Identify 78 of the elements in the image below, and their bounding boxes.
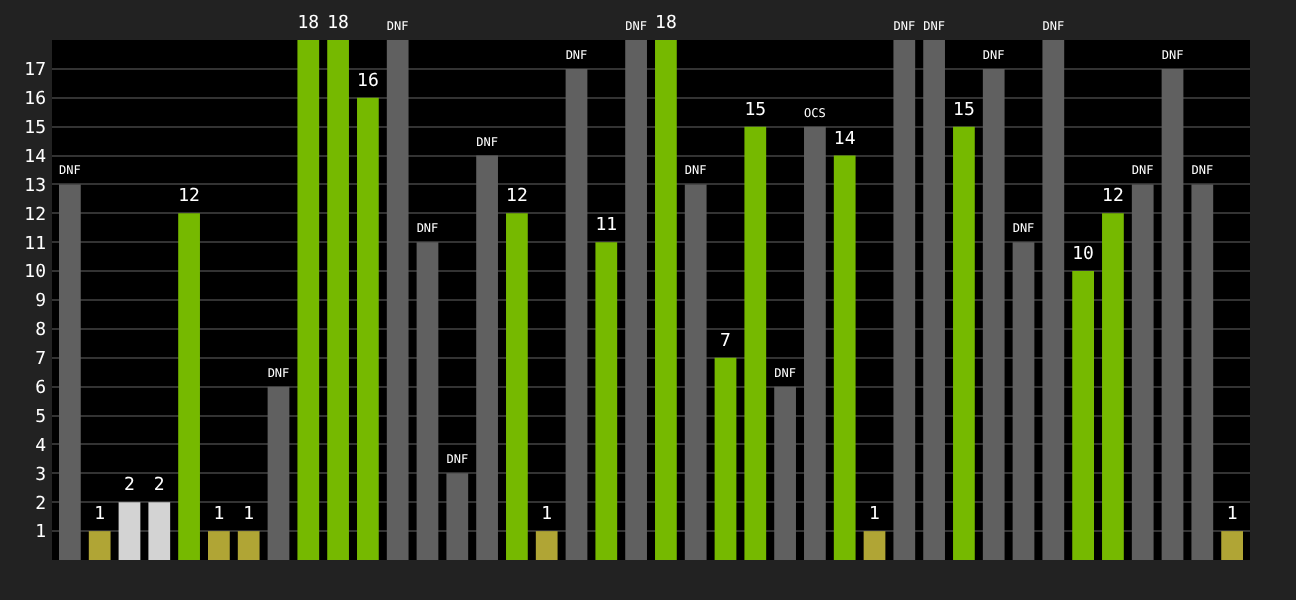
bar bbox=[565, 68, 588, 560]
bar bbox=[208, 531, 230, 560]
bar bbox=[237, 531, 260, 560]
bar bbox=[923, 40, 945, 560]
y-tick-label: 9 bbox=[35, 292, 46, 313]
bar bbox=[535, 531, 558, 560]
bar bbox=[1221, 531, 1243, 560]
bar bbox=[446, 473, 469, 560]
data-label: 16 bbox=[357, 71, 379, 92]
bar bbox=[297, 40, 320, 560]
bar bbox=[88, 531, 111, 560]
bar bbox=[1161, 68, 1184, 560]
y-tick-label: 2 bbox=[35, 494, 46, 515]
bar bbox=[982, 68, 1005, 560]
y-tick-label: 8 bbox=[35, 321, 46, 342]
bar bbox=[1102, 213, 1124, 560]
bar bbox=[953, 126, 975, 560]
bar bbox=[595, 242, 618, 560]
y-tick-label: 17 bbox=[24, 61, 46, 82]
bar bbox=[1072, 271, 1094, 560]
y-tick-label: 6 bbox=[35, 378, 46, 399]
bar bbox=[684, 184, 707, 560]
y-tick-label: 13 bbox=[24, 176, 46, 197]
data-label: 14 bbox=[833, 129, 856, 150]
bar bbox=[1012, 242, 1035, 560]
bar bbox=[744, 126, 767, 560]
bar bbox=[327, 40, 349, 560]
bar bbox=[386, 40, 409, 560]
data-label: 1 bbox=[94, 505, 106, 526]
y-tick-label: 14 bbox=[24, 147, 46, 168]
bar bbox=[1191, 184, 1214, 560]
bar bbox=[625, 40, 647, 560]
y-tick-label: 1 bbox=[35, 523, 46, 544]
y-tick-label: 15 bbox=[24, 118, 46, 139]
data-label: 12 bbox=[178, 187, 200, 208]
bar bbox=[476, 155, 498, 560]
bar bbox=[267, 386, 290, 560]
data-label: 1 bbox=[541, 505, 553, 526]
data-label: 11 bbox=[595, 216, 618, 237]
bar bbox=[714, 357, 737, 560]
data-label: 1 bbox=[243, 505, 255, 526]
bar bbox=[1131, 184, 1154, 560]
data-label: 1 bbox=[1226, 505, 1238, 526]
y-tick-label: 10 bbox=[24, 263, 46, 284]
bar bbox=[118, 502, 141, 560]
y-tick-label: 3 bbox=[35, 465, 46, 486]
bar bbox=[506, 213, 528, 560]
data-label: 18 bbox=[655, 14, 677, 34]
data-label: 12 bbox=[506, 187, 528, 208]
data-label: 1 bbox=[213, 505, 225, 526]
data-label: 1 bbox=[869, 505, 880, 526]
bar bbox=[804, 126, 826, 560]
y-tick-label: 4 bbox=[35, 436, 46, 457]
y-tick-label: 5 bbox=[35, 407, 46, 428]
data-label: 18 bbox=[327, 14, 349, 34]
data-label: 2 bbox=[153, 476, 165, 497]
data-label: 7 bbox=[720, 331, 731, 352]
bar bbox=[774, 386, 796, 560]
y-tick-label: 16 bbox=[24, 90, 46, 111]
bar bbox=[59, 184, 81, 560]
y-tick-label: 12 bbox=[24, 205, 46, 226]
y-tick-label: 7 bbox=[35, 350, 46, 371]
data-label: 12 bbox=[1102, 187, 1124, 208]
bar bbox=[1042, 40, 1065, 560]
bar bbox=[655, 40, 677, 560]
bar bbox=[178, 213, 200, 560]
bar bbox=[357, 97, 379, 560]
data-label: 2 bbox=[124, 476, 135, 497]
data-label: 18 bbox=[297, 14, 320, 34]
data-label: 10 bbox=[1072, 245, 1094, 266]
bar bbox=[833, 155, 856, 560]
bar bbox=[148, 502, 171, 560]
bar bbox=[416, 242, 439, 560]
data-label: 15 bbox=[953, 100, 975, 121]
y-tick-label: 11 bbox=[24, 234, 46, 255]
data-label: 15 bbox=[744, 100, 767, 121]
bar bbox=[893, 40, 916, 560]
bar bbox=[863, 531, 886, 560]
